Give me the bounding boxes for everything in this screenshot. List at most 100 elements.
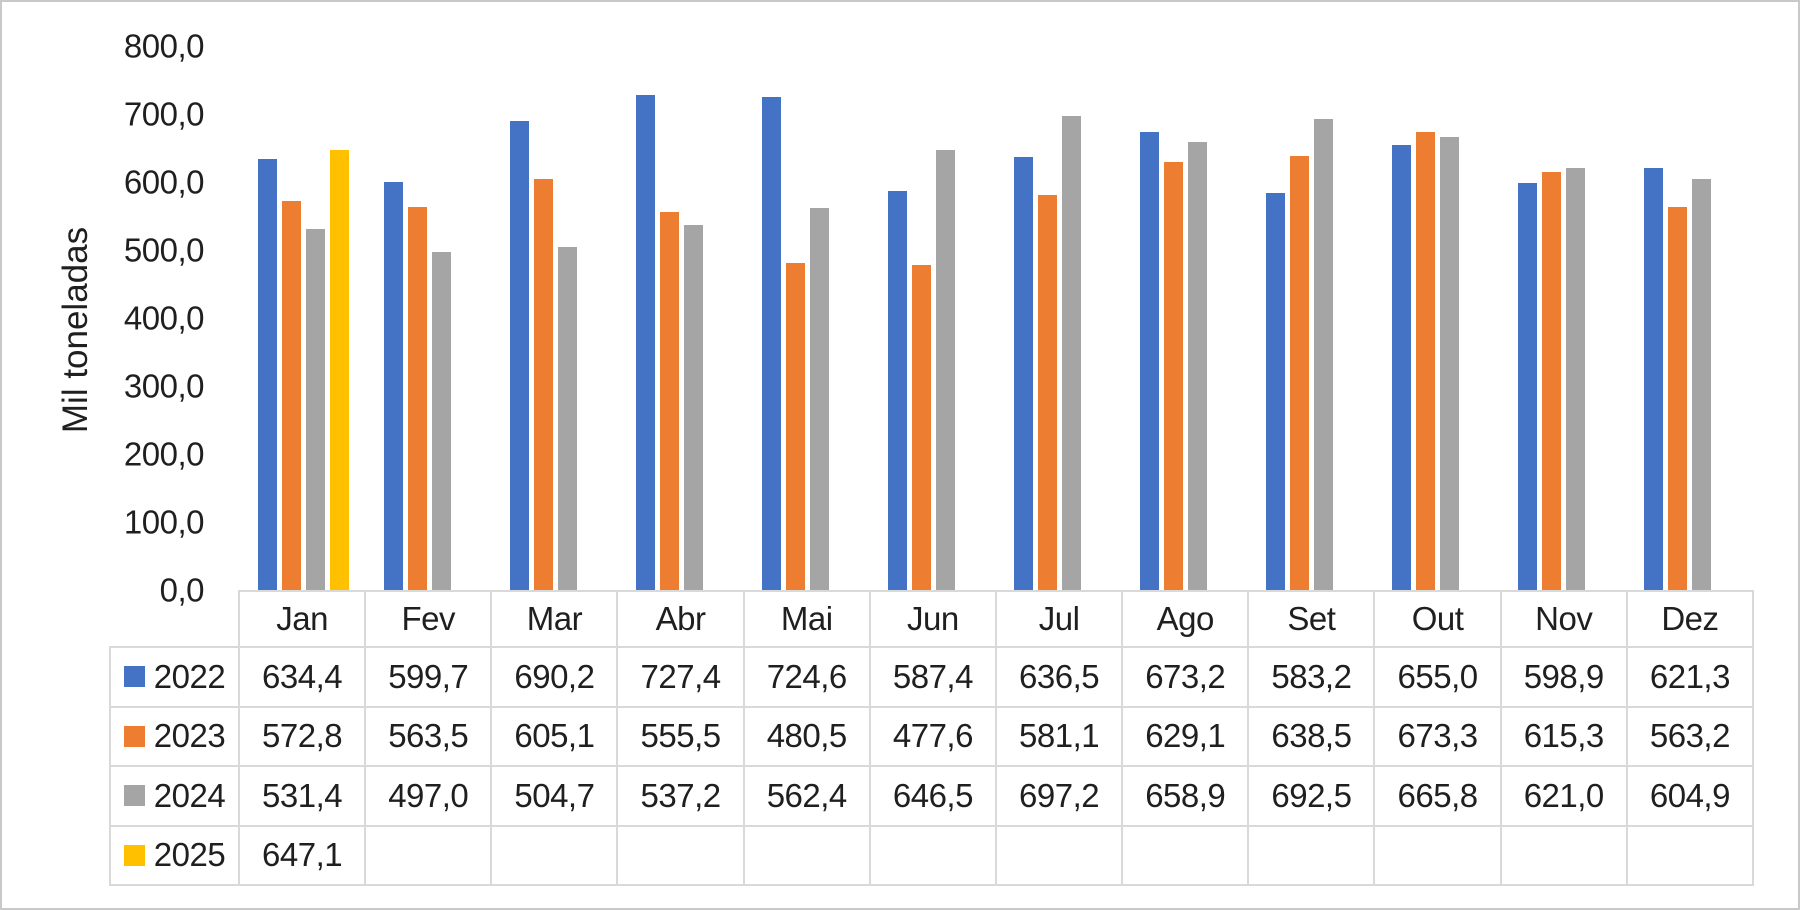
- value-cell-2024-nov: 621,0: [1501, 767, 1628, 827]
- legend-key-2024: [123, 785, 145, 807]
- bar-2022-mar: [509, 120, 529, 590]
- bar-2023-ago: [1163, 162, 1183, 590]
- category-group-fev: [366, 46, 492, 590]
- legend-key-2023: [123, 725, 145, 747]
- value-cell-2023-jul: 581,1: [996, 707, 1124, 767]
- legend-cell-2024: 2024: [109, 767, 240, 827]
- month-header-dez: Dez: [1627, 590, 1754, 648]
- value-cell-2025-mai: [744, 826, 871, 886]
- y-axis-tick-label: 0,0: [159, 571, 205, 609]
- bar-2023-mai: [785, 263, 805, 590]
- value-cell-2022-jul: 636,5: [996, 648, 1124, 708]
- bar-2022-out: [1391, 144, 1411, 590]
- category-group-nov: [1500, 46, 1626, 590]
- y-axis-tick-label: 700,0: [123, 95, 205, 133]
- value-cell-2024-out: 665,8: [1375, 767, 1502, 827]
- bar-2022-mai: [761, 97, 781, 590]
- legend-cell-2022: 2022: [109, 648, 240, 708]
- month-header-ago: Ago: [1123, 590, 1250, 648]
- bar-2023-abr: [659, 212, 679, 590]
- value-cell-2023-out: 673,3: [1375, 707, 1502, 767]
- bar-2023-jul: [1037, 194, 1057, 590]
- y-axis-tick-label: 800,0: [123, 27, 205, 65]
- month-header-fev: Fev: [366, 590, 493, 648]
- value-cell-2023-mai: 480,5: [744, 707, 871, 767]
- value-cell-2023-dez: 563,2: [1627, 707, 1754, 767]
- legend-label-2025: 2025: [153, 836, 226, 874]
- bar-2022-jun: [887, 190, 907, 590]
- value-cell-2022-fev: 599,7: [366, 648, 493, 708]
- value-cell-2024-mai: 562,4: [744, 767, 871, 827]
- category-group-mai: [744, 46, 870, 590]
- month-header-mai: Mai: [744, 590, 871, 648]
- bar-2022-jul: [1013, 157, 1033, 590]
- value-cell-2023-abr: 555,5: [618, 707, 745, 767]
- bar-2023-mar: [533, 178, 553, 590]
- bar-2024-set: [1313, 119, 1333, 590]
- category-group-jan: [240, 46, 366, 590]
- y-axis-tick-label: 300,0: [123, 367, 205, 405]
- value-cell-2025-jan: 647,1: [240, 826, 367, 886]
- value-cell-2024-dez: 604,9: [1627, 767, 1754, 827]
- value-cell-2023-fev: 563,5: [366, 707, 493, 767]
- category-group-jul: [996, 46, 1122, 590]
- bar-2023-jun: [911, 265, 931, 590]
- value-cell-2025-out: [1375, 826, 1502, 886]
- month-header-jul: Jul: [996, 590, 1124, 648]
- value-cell-2024-ago: 658,9: [1123, 767, 1250, 827]
- month-header-nov: Nov: [1501, 590, 1628, 648]
- month-header-jan: Jan: [240, 590, 367, 648]
- legend-label-2023: 2023: [153, 717, 226, 755]
- category-group-set: [1248, 46, 1374, 590]
- bar-2024-out: [1439, 137, 1459, 590]
- bar-2024-jun: [935, 150, 955, 590]
- table-corner-cell: [109, 590, 240, 648]
- y-axis-tick-label: 400,0: [123, 299, 205, 337]
- month-header-set: Set: [1249, 590, 1376, 648]
- bar-2024-ago: [1187, 141, 1207, 590]
- value-cell-2022-mar: 690,2: [492, 648, 619, 708]
- value-cell-2022-jan: 634,4: [240, 648, 367, 708]
- value-cell-2022-abr: 727,4: [618, 648, 745, 708]
- value-cell-2023-jan: 572,8: [240, 707, 367, 767]
- month-header-abr: Abr: [618, 590, 745, 648]
- value-cell-2025-set: [1249, 826, 1376, 886]
- month-header-out: Out: [1375, 590, 1502, 648]
- value-cell-2022-ago: 673,2: [1123, 648, 1250, 708]
- bar-2025-jan: [329, 149, 349, 590]
- value-cell-2025-jul: [996, 826, 1124, 886]
- bar-2024-mar: [557, 246, 577, 590]
- y-axis-tick-label: 500,0: [123, 231, 205, 269]
- bar-2023-out: [1415, 132, 1435, 590]
- value-cell-2024-jun: 646,5: [870, 767, 997, 827]
- category-group-out: [1374, 46, 1500, 590]
- value-cell-2025-fev: [366, 826, 493, 886]
- value-cell-2024-jan: 531,4: [240, 767, 367, 827]
- category-group-mar: [492, 46, 618, 590]
- bar-2022-jan: [257, 158, 277, 590]
- bar-2023-nov: [1541, 171, 1561, 590]
- legend-label-2022: 2022: [153, 657, 226, 695]
- value-cell-2023-set: 638,5: [1249, 707, 1376, 767]
- month-header-mar: Mar: [492, 590, 619, 648]
- value-cell-2024-fev: 497,0: [366, 767, 493, 827]
- bar-2024-dez: [1691, 178, 1711, 590]
- value-cell-2025-dez: [1627, 826, 1754, 886]
- value-cell-2025-jun: [870, 826, 997, 886]
- value-cell-2022-mai: 724,6: [744, 648, 871, 708]
- legend-key-2022: [123, 666, 145, 688]
- bar-2024-jul: [1061, 115, 1081, 590]
- value-cell-2023-mar: 605,1: [492, 707, 619, 767]
- value-cell-2024-mar: 504,7: [492, 767, 619, 827]
- bar-2024-jan: [305, 228, 325, 590]
- bar-2024-mai: [809, 207, 829, 590]
- legend-key-2025: [123, 844, 145, 866]
- bar-2023-set: [1289, 155, 1309, 590]
- category-group-ago: [1122, 46, 1248, 590]
- value-cell-2023-nov: 615,3: [1501, 707, 1628, 767]
- value-cell-2023-ago: 629,1: [1123, 707, 1250, 767]
- category-group-abr: [618, 46, 744, 590]
- value-cell-2024-abr: 537,2: [618, 767, 745, 827]
- category-group-dez: [1626, 46, 1752, 590]
